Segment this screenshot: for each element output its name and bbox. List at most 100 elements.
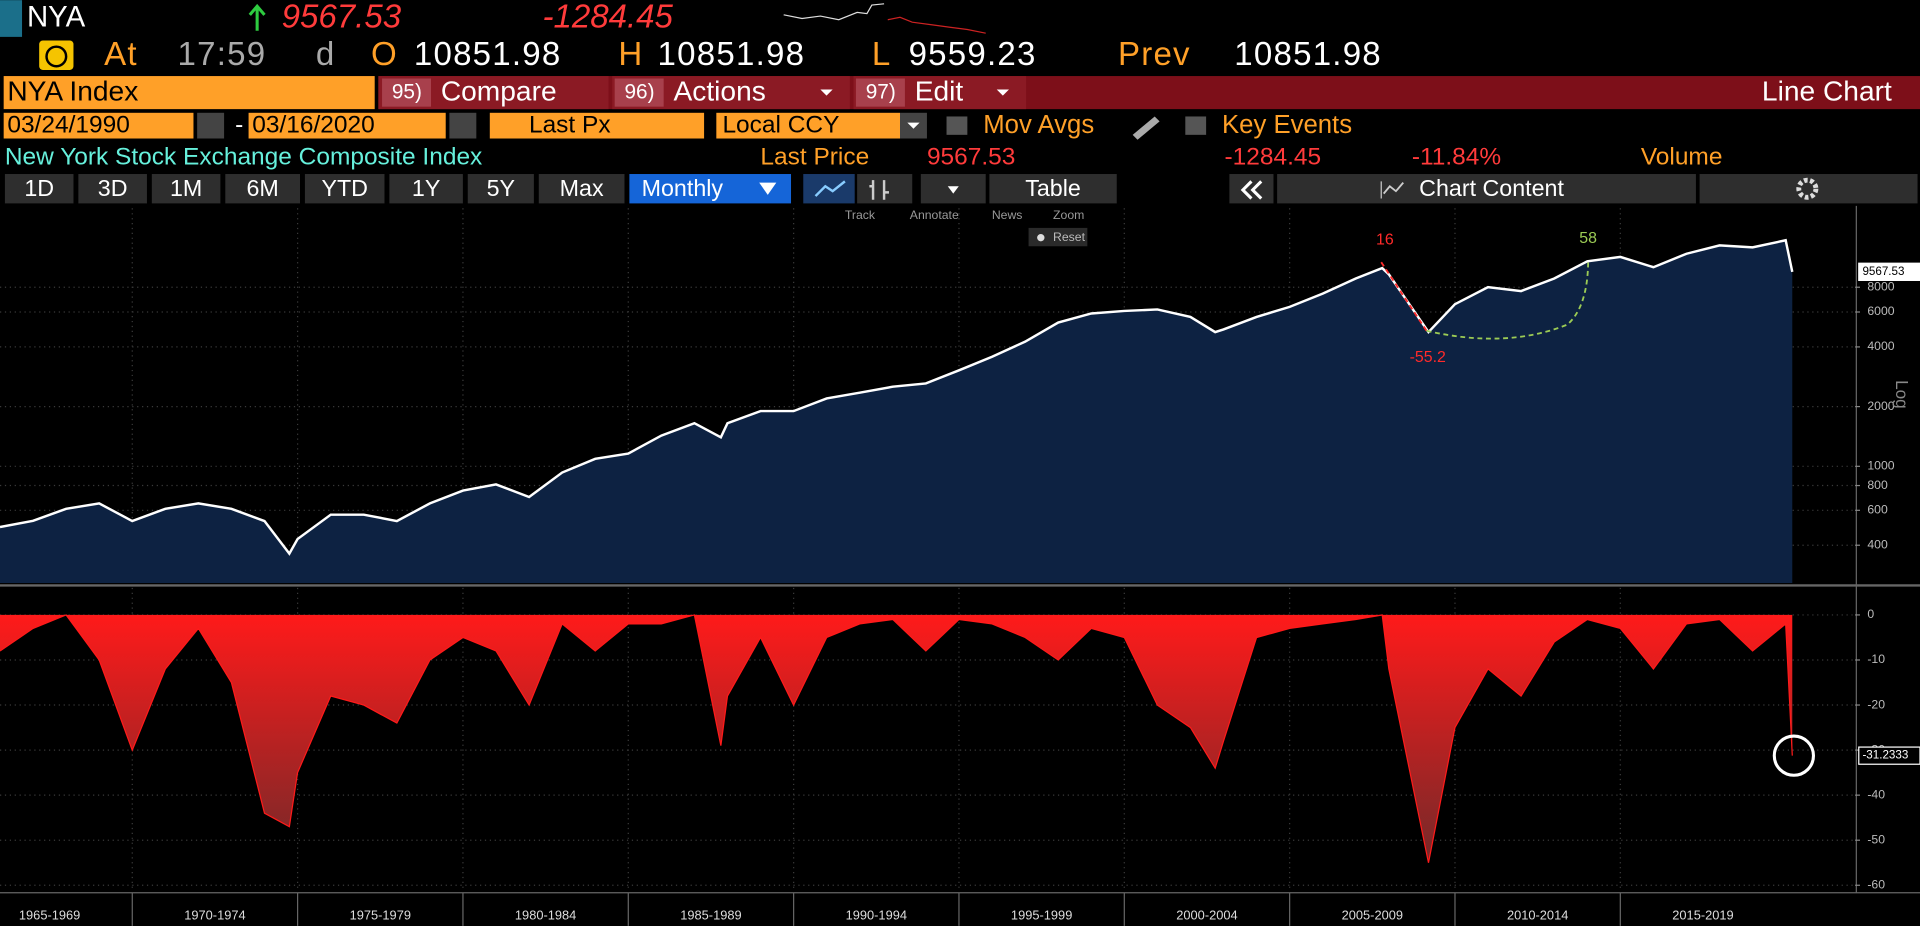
end-date: 03/16/2020 xyxy=(252,112,374,139)
net-change: -1284.45 xyxy=(542,0,673,35)
last-value-label: -31.2333 xyxy=(1862,749,1908,762)
y-tick-label: 600 xyxy=(1867,503,1888,517)
y-tick-label: 8000 xyxy=(1867,279,1894,293)
period-button[interactable] xyxy=(389,174,463,204)
y-tick-label: 2000 xyxy=(1867,399,1894,413)
legend-price: 9567.53 xyxy=(927,144,1015,171)
last-value-box xyxy=(1858,262,1920,281)
button-row xyxy=(4,174,1918,204)
period-label: 1D xyxy=(24,175,54,201)
last-value-box xyxy=(1858,746,1920,765)
currency-box[interactable] xyxy=(716,112,900,139)
collapse-button[interactable] xyxy=(1229,174,1274,204)
period-label: 1M xyxy=(170,175,202,201)
menu-label[interactable]: Actions xyxy=(673,76,765,107)
menu-number-box xyxy=(614,78,664,107)
date-box[interactable] xyxy=(3,112,194,139)
frequency-label: Monthly xyxy=(642,175,724,201)
chart-content-button[interactable] xyxy=(1277,174,1696,204)
series-line xyxy=(0,238,1794,556)
period-label: 1Y xyxy=(412,175,440,201)
x-tick-label: 2015-2019 xyxy=(1672,907,1733,922)
x-tick-label: 2010-2014 xyxy=(1507,907,1568,922)
x-tick-label: 1970-1974 xyxy=(184,907,245,922)
x-tick-label: 1975-1979 xyxy=(350,907,411,922)
period-label: Max xyxy=(560,175,604,201)
y-tick-label: -50 xyxy=(1867,832,1885,846)
y-tick-label: 800 xyxy=(1867,478,1888,492)
bar-icon xyxy=(869,180,889,200)
menu-number-box xyxy=(855,78,905,107)
legend-volume: Volume xyxy=(1641,144,1723,171)
up-arrow-icon xyxy=(248,3,266,31)
dropdown-arrow xyxy=(759,182,777,195)
quote-at: At xyxy=(104,36,138,73)
line-icon xyxy=(814,180,846,197)
legend-price-label: Last Price xyxy=(760,144,869,171)
area-fill xyxy=(0,614,1793,863)
reset-button[interactable] xyxy=(1028,227,1088,247)
period-button[interactable] xyxy=(225,174,300,204)
quote-high: 10851.98 xyxy=(658,36,806,73)
quote-open: 10851.98 xyxy=(414,36,562,73)
x-tick-label: 1985-1989 xyxy=(680,907,741,922)
chart-content-label: Chart Content xyxy=(1419,175,1564,201)
dropdown-arrow xyxy=(947,186,959,194)
y-tick-label: 4000 xyxy=(1867,339,1894,353)
chart-tool[interactable]: Zoom xyxy=(1053,208,1084,222)
x-tick-label: 1980-1984 xyxy=(515,907,576,922)
menu-label[interactable]: Edit xyxy=(915,76,964,107)
collapse-icon xyxy=(1240,180,1263,200)
dropdown-arrow xyxy=(907,122,920,129)
legend-change: -1284.45 xyxy=(1224,144,1321,171)
annotation: 58 xyxy=(1579,230,1597,247)
annotation: -55.2 xyxy=(1410,349,1446,366)
alert-icon-glyph xyxy=(45,45,68,68)
security-name: NYA Index xyxy=(7,76,138,107)
period-button[interactable] xyxy=(78,174,147,204)
ticker-tab xyxy=(0,0,23,37)
period-button[interactable] xyxy=(4,174,74,204)
period-button[interactable] xyxy=(151,174,221,204)
quote-flag: d xyxy=(316,36,336,73)
security-box[interactable] xyxy=(3,76,375,110)
period-button[interactable] xyxy=(538,174,625,204)
x-tick-label: 2000-2004 xyxy=(1176,907,1237,922)
menu-number: 97) xyxy=(866,81,896,104)
y-tick-label: -20 xyxy=(1867,697,1885,711)
chart-tool[interactable]: Annotate xyxy=(910,208,959,222)
chart-tool[interactable]: Track xyxy=(845,208,876,222)
period-button[interactable] xyxy=(467,174,534,204)
last-value-label: 9567.53 xyxy=(1862,265,1904,278)
y-tick-label: 0 xyxy=(1867,607,1874,621)
table-button[interactable] xyxy=(989,174,1117,204)
x-tick-label: 1965-1969 xyxy=(19,907,80,922)
field-box[interactable] xyxy=(489,112,705,139)
chart-content-icon xyxy=(1382,181,1404,195)
quote-high-label: H xyxy=(618,36,643,73)
menu-number: 95) xyxy=(392,81,422,104)
highlight-circle xyxy=(1772,734,1815,777)
x-tick-label: 2005-2009 xyxy=(1342,907,1403,922)
series-line xyxy=(0,614,1793,863)
ui-text-layer: NYA 9567.53 -1284.45 At 17:59 d O 10851.98 H 1085… xyxy=(5,0,1892,247)
y-axis-label: Log xyxy=(1892,380,1912,409)
calendar-icon[interactable] xyxy=(449,112,477,139)
pencil-icon[interactable] xyxy=(1132,116,1160,140)
date-box[interactable] xyxy=(248,112,446,139)
checkbox[interactable] xyxy=(1185,116,1207,135)
y-tick-label: 6000 xyxy=(1867,304,1894,318)
table-label: Table xyxy=(1025,175,1081,201)
quote-open-label: O xyxy=(371,36,398,73)
period-button[interactable] xyxy=(304,174,385,204)
checkbox[interactable] xyxy=(946,116,968,135)
reset-label: Reset xyxy=(1053,230,1086,244)
start-date: 03/24/1990 xyxy=(7,112,129,139)
menu-number-box xyxy=(382,78,432,107)
menu-label[interactable]: Compare xyxy=(441,76,557,107)
quote-prev: 10851.98 xyxy=(1234,36,1382,73)
calendar-icon[interactable] xyxy=(197,112,225,139)
chart-tool[interactable]: News xyxy=(992,208,1023,222)
